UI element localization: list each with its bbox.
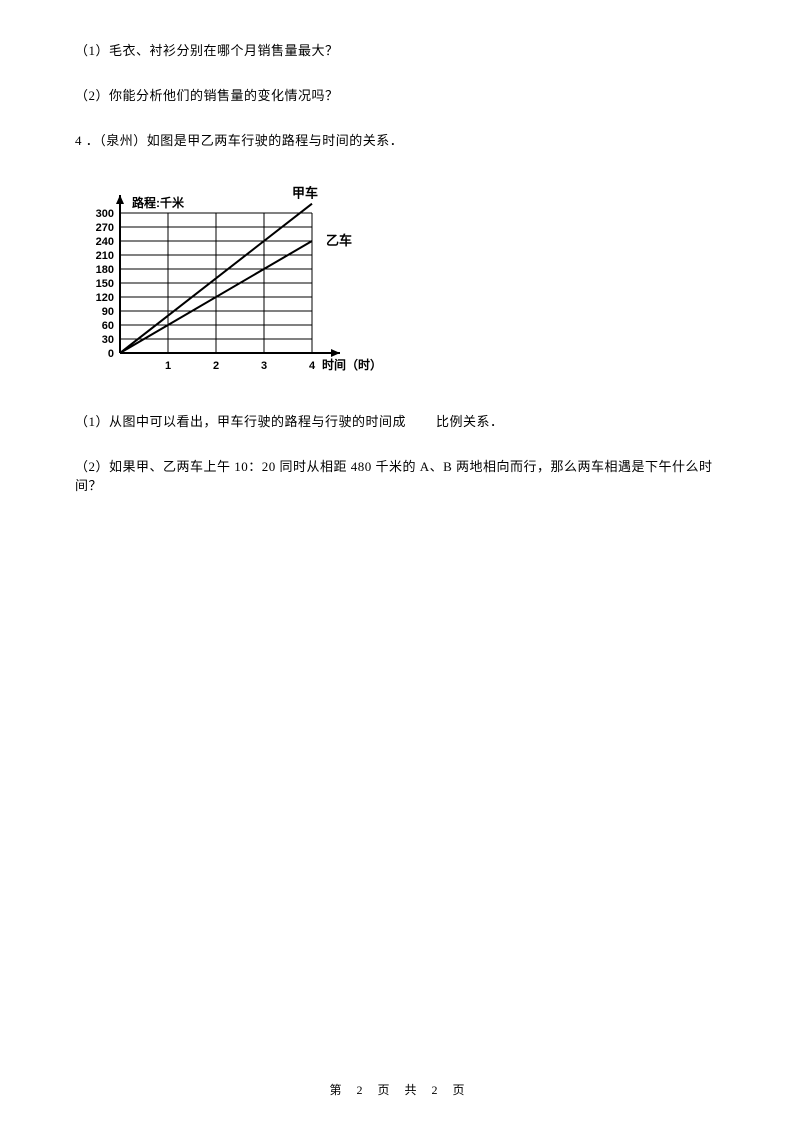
svg-text:300: 300	[96, 208, 114, 220]
q4-1-part-a: （1）从图中可以看出，甲车行驶的路程与行驶的时间成	[75, 414, 406, 429]
chart-container: 0 30 60 90 120 150 180 210 240 270 300 1 2 3 4 路程:千米时间（…	[75, 163, 415, 393]
svg-text:1: 1	[165, 360, 171, 372]
svg-text:3: 3	[261, 360, 267, 372]
svg-text:120: 120	[96, 292, 114, 304]
svg-text:2: 2	[213, 360, 219, 372]
svg-text:240: 240	[96, 236, 114, 248]
svg-text:甲车: 甲车	[292, 186, 318, 201]
svg-text:30: 30	[102, 334, 114, 346]
page-footer: 第 2 页 共 2 页	[0, 1081, 800, 1098]
svg-text:4: 4	[309, 360, 316, 372]
svg-text:150: 150	[96, 278, 114, 290]
q4-1-part-b: 比例关系．	[436, 414, 504, 429]
svg-text:时间（时）: 时间（时）	[322, 357, 382, 372]
svg-text:180: 180	[96, 264, 114, 276]
svg-text:60: 60	[102, 320, 114, 332]
svg-text:乙车: 乙车	[326, 233, 352, 248]
svg-text:270: 270	[96, 222, 114, 234]
svg-text:210: 210	[96, 250, 114, 262]
distance-time-chart: 0 30 60 90 120 150 180 210 240 270 300 1 2 3 4 路程:千米时间（…	[75, 163, 415, 393]
question-4: 4 ．（泉州）如图是甲乙两车行驶的路程与时间的关系．	[75, 130, 725, 149]
question-4-1: （1）从图中可以看出，甲车行驶的路程与行驶的时间成 比例关系．	[75, 411, 725, 430]
question-1: （1）毛衣、衬衫分别在哪个月销售量最大？	[75, 40, 725, 59]
svg-text:路程:千米: 路程:千米	[132, 195, 185, 210]
svg-text:90: 90	[102, 306, 114, 318]
svg-text:0: 0	[108, 348, 114, 360]
question-2: （2）你能分析他们的销售量的变化情况吗？	[75, 85, 725, 104]
question-4-2: （2）如果甲、乙两车上午 10：20 同时从相距 480 千米的 A、B 两地相…	[75, 456, 725, 494]
